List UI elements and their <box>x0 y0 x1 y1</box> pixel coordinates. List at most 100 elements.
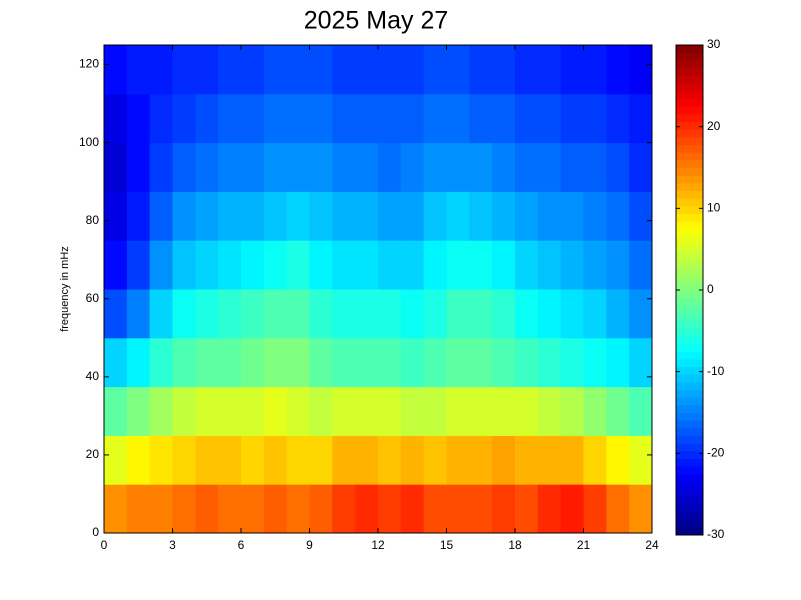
heatmap-cell <box>195 435 219 485</box>
heatmap-cell <box>241 45 265 95</box>
heatmap-cell <box>469 240 493 290</box>
heatmap-cell <box>583 386 607 436</box>
heatmap-cell <box>583 142 607 192</box>
heatmap-cell <box>286 484 310 534</box>
heatmap-cell <box>583 93 607 144</box>
heatmap-cell <box>195 337 219 388</box>
colorbar-step <box>676 244 703 253</box>
colorbar-step <box>676 167 703 176</box>
y-tick-label: 40 <box>86 369 100 383</box>
heatmap-cell <box>309 337 333 388</box>
heatmap-cell <box>355 93 379 144</box>
heatmap-cell <box>629 191 653 241</box>
heatmap-cell <box>172 435 196 485</box>
x-tick-label: 15 <box>440 538 454 552</box>
heatmap-cell <box>378 191 402 241</box>
colorbar-step <box>676 481 703 490</box>
heatmap-cell <box>446 337 470 388</box>
colorbar-tick-label: 20 <box>707 119 721 133</box>
heatmap-cell <box>400 484 425 534</box>
heatmap-cell <box>537 45 562 95</box>
heatmap-cell <box>104 435 128 485</box>
heatmap-cell <box>104 240 128 290</box>
heatmap-cell <box>332 240 356 290</box>
heatmap-cell <box>195 289 219 339</box>
colorbar-step <box>676 297 703 306</box>
colorbar-step <box>676 106 703 115</box>
heatmap-cell <box>423 240 447 290</box>
heatmap-cell <box>469 337 493 388</box>
heatmap-cell <box>104 484 128 534</box>
heatmap-cell <box>218 435 242 485</box>
heatmap-cell <box>149 142 173 192</box>
heatmap-cell <box>469 289 493 339</box>
heatmap-cell <box>126 240 151 290</box>
heatmap-cell <box>286 191 310 241</box>
heatmap-cell <box>332 93 356 144</box>
colorbar-step <box>676 198 703 207</box>
heatmap-cell <box>378 45 402 95</box>
colorbar-step <box>676 397 703 406</box>
heatmap-cell <box>515 484 539 534</box>
heatmap-cell <box>241 289 265 339</box>
heatmap-cell <box>263 93 288 144</box>
heatmap-cell <box>172 484 196 534</box>
heatmap-cell <box>263 289 288 339</box>
heatmap-cell <box>446 484 470 534</box>
heatmap-cell <box>263 142 288 192</box>
heatmap-cell <box>515 142 539 192</box>
heatmap-cell <box>149 435 173 485</box>
heatmap-cell <box>126 337 151 388</box>
heatmap-cell <box>149 386 173 436</box>
heatmap-cell <box>149 337 173 388</box>
heatmap-cell <box>195 142 219 192</box>
heatmap-cell <box>355 45 379 95</box>
heatmap-cell <box>629 386 653 436</box>
colorbar-step <box>676 435 703 444</box>
colorbar-step <box>676 129 703 138</box>
colorbar-tick-label: -20 <box>707 446 725 460</box>
heatmap-cell <box>126 191 151 241</box>
heatmap-cell <box>423 93 447 144</box>
y-tick-label: 60 <box>86 291 100 305</box>
heatmap-cell <box>606 93 630 144</box>
heatmap-cell <box>172 240 196 290</box>
heatmap-cell <box>537 93 562 144</box>
heatmap-cell <box>629 484 653 534</box>
colorbar-tick-label: 0 <box>707 282 714 296</box>
heatmap-cell <box>537 435 562 485</box>
heatmap-cell <box>263 484 288 534</box>
heatmap-cell <box>263 435 288 485</box>
colorbar-tick-label: 30 <box>707 37 721 51</box>
heatmap-cell <box>126 386 151 436</box>
heatmap-cell <box>378 240 402 290</box>
heatmap-cell <box>126 435 151 485</box>
heatmap-cell <box>583 191 607 241</box>
heatmap-cell <box>492 289 516 339</box>
heatmap-cell <box>583 240 607 290</box>
heatmap-cell <box>446 386 470 436</box>
heatmap-cell <box>560 484 584 534</box>
heatmap-cell <box>309 142 333 192</box>
colorbar-step <box>676 320 703 329</box>
colorbar-step <box>676 136 703 146</box>
x-tick-label: 24 <box>645 538 659 552</box>
heatmap-cell <box>149 45 173 95</box>
heatmap-cell <box>263 337 288 388</box>
heatmap-cell <box>195 45 219 95</box>
heatmap-cell <box>515 191 539 241</box>
heatmap-cell <box>355 484 379 534</box>
heatmap-cell <box>149 191 173 241</box>
heatmap-cell <box>515 93 539 144</box>
colorbar-step <box>676 98 703 107</box>
heatmap-cell <box>560 45 584 95</box>
heatmap-cell <box>423 484 447 534</box>
heatmap-cell <box>218 386 242 436</box>
colorbar-step <box>676 305 703 314</box>
heatmap-cell <box>355 142 379 192</box>
heatmap-cell <box>126 45 151 95</box>
colorbar-step <box>676 60 703 69</box>
heatmap-cell <box>560 289 584 339</box>
